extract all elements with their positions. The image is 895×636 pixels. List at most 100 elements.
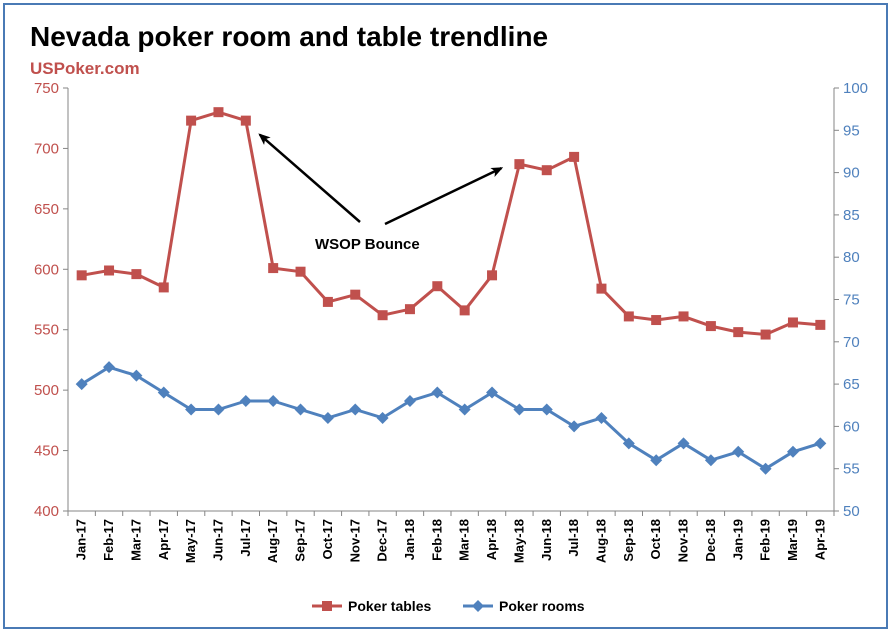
y-right-tick-label: 60 [843, 418, 860, 435]
x-tick-label: Aug-17 [265, 519, 280, 563]
x-tick-label: Jul-18 [566, 519, 581, 557]
data-point-diamond [349, 403, 362, 416]
data-point-diamond [540, 403, 553, 416]
x-tick-label: Feb-19 [758, 519, 773, 561]
data-point-diamond [786, 445, 799, 458]
data-point-square [240, 115, 251, 126]
data-point-square [186, 115, 197, 126]
data-point-diamond [376, 411, 389, 424]
data-point-square [678, 311, 689, 322]
x-tick-label: Apr-19 [812, 519, 827, 560]
x-tick-label: Oct-17 [320, 519, 335, 559]
y-right-tick-label: 85 [843, 207, 860, 224]
data-point-diamond [759, 462, 772, 475]
x-tick-label: Jun-17 [210, 519, 225, 561]
data-point-diamond [814, 437, 827, 450]
y-right-tick-label: 100 [843, 80, 868, 97]
x-tick-label: Apr-17 [156, 519, 171, 560]
chart-subtitle: USPoker.com [30, 59, 140, 78]
y-left-tick-label: 550 [34, 322, 59, 339]
data-point-square [541, 165, 552, 176]
y-left-tick-label: 700 [34, 140, 59, 157]
data-point-square [705, 321, 716, 332]
data-point-diamond [431, 386, 444, 399]
data-point-square [322, 296, 333, 307]
data-point-square [377, 310, 388, 321]
x-tick-label: Sep-17 [293, 519, 308, 562]
data-point-square [514, 159, 525, 170]
data-point-diamond [185, 403, 198, 416]
x-tick-label: Mar-19 [785, 519, 800, 561]
y-right-tick-label: 55 [843, 461, 860, 478]
y-right-tick-label: 75 [843, 292, 860, 309]
data-point-diamond [267, 395, 280, 408]
series-line-1 [80, 365, 821, 471]
data-point-diamond [130, 369, 143, 382]
annotation: WSOP Bounce [258, 133, 504, 253]
data-point-diamond [403, 395, 416, 408]
legend-item-0: Poker tables [312, 598, 431, 614]
x-tick-label: Mar-18 [457, 519, 472, 561]
y-left-tick-label: 450 [34, 443, 59, 460]
data-point-square [158, 282, 169, 293]
y-right-tick-label: 65 [843, 376, 860, 393]
y-left-tick-label: 650 [34, 201, 59, 218]
data-point-diamond [458, 403, 471, 416]
legend: Poker tables Poker rooms [312, 598, 585, 614]
data-point-square [404, 304, 415, 315]
data-point-square [487, 270, 498, 281]
data-point-square [623, 311, 634, 322]
data-point-square [350, 289, 361, 300]
data-point-square [295, 266, 306, 277]
chart-title: Nevada poker room and table trendline [30, 21, 548, 52]
data-point-diamond [239, 395, 252, 408]
x-tick-label: Apr-18 [484, 519, 499, 560]
x-tick-label: Dec-18 [703, 519, 718, 562]
data-point-square [131, 269, 142, 280]
x-tick-label: Sep-18 [621, 519, 636, 562]
legend-label: Poker tables [348, 598, 431, 614]
data-point-diamond [622, 437, 635, 450]
x-tick-label: Jul-17 [238, 519, 253, 557]
data-point-square [596, 283, 607, 294]
x-tick-label: May-18 [511, 519, 526, 563]
data-point-square [569, 151, 580, 162]
x-tick-label: Nov-17 [347, 519, 362, 562]
legend-label: Poker rooms [499, 598, 585, 614]
data-point-square [760, 329, 771, 340]
y-right-tick-label: 70 [843, 334, 860, 351]
data-point-diamond [75, 378, 88, 391]
data-point-square [651, 315, 662, 326]
data-point-square [787, 317, 798, 328]
x-tick-label: Dec-17 [375, 519, 390, 562]
x-tick-label: Nov-18 [676, 519, 691, 562]
x-tick-label: Feb-17 [101, 519, 116, 561]
y-left-tick-label: 750 [34, 80, 59, 97]
data-point-square [76, 270, 87, 281]
data-point-square [815, 319, 826, 330]
data-point-diamond [212, 403, 225, 416]
annotation-arrow-left [258, 133, 361, 223]
data-point-diamond [157, 386, 170, 399]
y-right-tick-label: 80 [843, 249, 860, 266]
data-point-square [104, 265, 115, 276]
series-line-0 [81, 110, 821, 336]
data-point-diamond [486, 386, 499, 399]
x-tick-label: Jan-18 [402, 519, 417, 560]
x-tick-label: May-17 [183, 519, 198, 563]
x-tick-label: Aug-18 [593, 519, 608, 563]
y-left-tick-label: 400 [34, 503, 59, 520]
data-point-square [213, 107, 224, 118]
data-point-square [268, 263, 279, 274]
data-point-diamond [568, 420, 581, 433]
annotation-label: WSOP Bounce [315, 236, 420, 253]
data-point-diamond [595, 411, 608, 424]
chart-frame: Nevada poker room and table trendline US… [3, 3, 888, 629]
x-tick-label: Mar-17 [128, 519, 143, 561]
x-tick-label: Jan-19 [730, 519, 745, 560]
data-point-diamond [704, 454, 717, 467]
series-layer [75, 107, 827, 475]
x-tick-label: Oct-18 [648, 519, 663, 559]
legend-marker-square [322, 601, 332, 611]
data-point-diamond [650, 454, 663, 467]
